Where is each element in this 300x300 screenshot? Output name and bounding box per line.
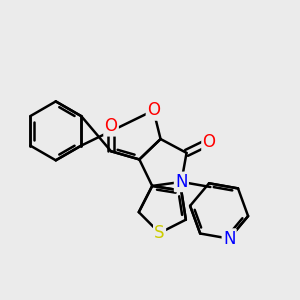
Text: S: S bbox=[154, 224, 165, 242]
Text: O: O bbox=[202, 133, 216, 151]
Text: N: N bbox=[175, 173, 188, 191]
Text: O: O bbox=[147, 101, 160, 119]
Text: O: O bbox=[105, 117, 118, 135]
Text: N: N bbox=[223, 230, 236, 247]
